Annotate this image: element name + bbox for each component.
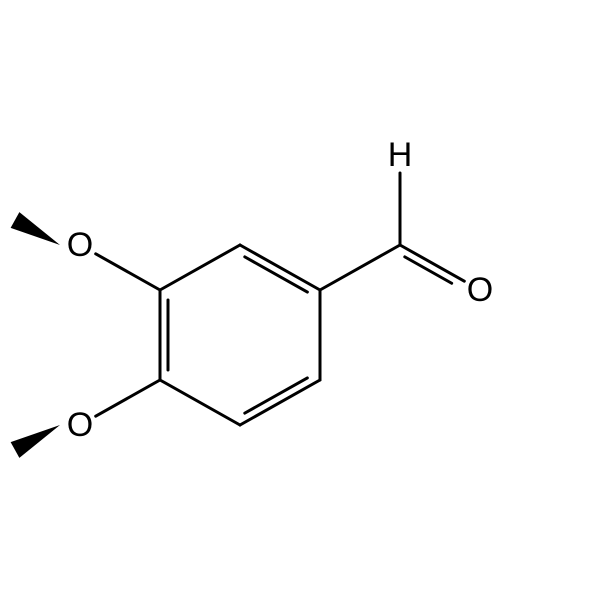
- atom-label-o: O: [467, 271, 493, 309]
- atom-label-h: H: [388, 136, 413, 174]
- chemical-structure: O H O O: [0, 0, 600, 600]
- wedge-bond: [11, 425, 60, 458]
- atom-label-o: O: [67, 406, 93, 444]
- atom-label-o: O: [67, 226, 93, 264]
- wedge-bond: [11, 212, 60, 245]
